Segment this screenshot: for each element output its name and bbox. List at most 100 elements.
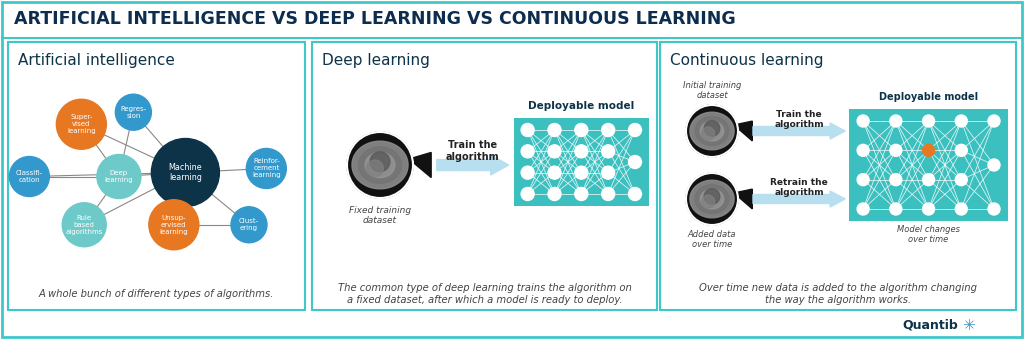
Polygon shape	[690, 112, 734, 150]
Circle shape	[988, 115, 1000, 127]
Circle shape	[890, 115, 902, 127]
Circle shape	[602, 166, 614, 179]
Circle shape	[521, 187, 535, 200]
Text: Machine
learning: Machine learning	[169, 163, 202, 182]
Circle shape	[574, 166, 588, 179]
Text: Model changes
over time: Model changes over time	[897, 225, 961, 244]
Circle shape	[923, 144, 935, 156]
FancyBboxPatch shape	[312, 42, 657, 310]
Polygon shape	[358, 147, 401, 183]
Circle shape	[548, 166, 561, 179]
Circle shape	[574, 145, 588, 158]
Circle shape	[890, 174, 902, 186]
Text: Classifi-
cation: Classifi- cation	[15, 170, 43, 183]
Circle shape	[602, 187, 614, 200]
Circle shape	[574, 187, 588, 200]
Text: Initial training
dataset: Initial training dataset	[683, 81, 741, 100]
Polygon shape	[352, 141, 408, 189]
Circle shape	[701, 127, 715, 140]
Circle shape	[705, 188, 720, 204]
Text: ARTIFICIAL INTELLIGENCE VS DEEP LEARNING VS CONTINUOUS LEARNING: ARTIFICIAL INTELLIGENCE VS DEEP LEARNING…	[14, 10, 736, 28]
Circle shape	[955, 203, 968, 215]
Circle shape	[890, 144, 902, 156]
Circle shape	[923, 115, 935, 127]
Circle shape	[857, 174, 869, 186]
Circle shape	[629, 123, 641, 137]
Text: Over time new data is added to the algorithm changing
the way the algorithm work: Over time new data is added to the algor…	[699, 283, 977, 305]
Text: Added data
over time: Added data over time	[688, 230, 736, 250]
Text: ✳: ✳	[962, 318, 975, 333]
Circle shape	[955, 144, 968, 156]
Circle shape	[521, 166, 535, 179]
Text: Rule
based
algorithms: Rule based algorithms	[66, 215, 103, 235]
Circle shape	[988, 203, 1000, 215]
Polygon shape	[700, 189, 724, 209]
Circle shape	[923, 203, 935, 215]
Text: Quantib: Quantib	[902, 319, 958, 332]
Circle shape	[686, 105, 738, 157]
Circle shape	[890, 203, 902, 215]
Circle shape	[521, 145, 535, 158]
FancyBboxPatch shape	[8, 42, 305, 310]
Circle shape	[574, 123, 588, 137]
Circle shape	[857, 203, 869, 215]
Circle shape	[548, 187, 561, 200]
Circle shape	[705, 121, 720, 136]
Text: Deep
learning: Deep learning	[104, 170, 133, 183]
Polygon shape	[700, 121, 724, 141]
Text: Reinfor-
cement
learning: Reinfor- cement learning	[252, 158, 281, 178]
Polygon shape	[753, 191, 845, 207]
Circle shape	[629, 187, 641, 200]
Text: A whole bunch of different types of algorithms.: A whole bunch of different types of algo…	[39, 289, 274, 299]
Text: Continuous learning: Continuous learning	[670, 53, 823, 67]
FancyBboxPatch shape	[660, 42, 1016, 310]
Polygon shape	[366, 152, 395, 178]
Circle shape	[701, 195, 715, 208]
Polygon shape	[437, 155, 509, 175]
Text: Clust-
ering: Clust- ering	[239, 218, 259, 231]
Polygon shape	[753, 123, 845, 139]
Circle shape	[602, 123, 614, 137]
Text: Unsup-
ervised
learning: Unsup- ervised learning	[160, 215, 188, 235]
Circle shape	[231, 207, 267, 243]
Polygon shape	[409, 153, 431, 178]
Text: Train the
algorithm: Train the algorithm	[774, 109, 824, 129]
Text: Deployable model: Deployable model	[528, 101, 635, 111]
Circle shape	[629, 156, 641, 168]
Circle shape	[97, 155, 141, 199]
Circle shape	[955, 174, 968, 186]
Polygon shape	[734, 189, 753, 209]
Circle shape	[148, 200, 199, 250]
FancyBboxPatch shape	[514, 118, 649, 206]
Text: Super-
vised
learning: Super- vised learning	[67, 114, 95, 134]
FancyBboxPatch shape	[849, 109, 1008, 221]
Circle shape	[347, 132, 413, 198]
Text: Deployable model: Deployable model	[879, 92, 978, 102]
Circle shape	[857, 115, 869, 127]
Circle shape	[56, 99, 106, 149]
Polygon shape	[690, 180, 734, 218]
Circle shape	[548, 123, 561, 137]
Text: The common type of deep learning trains the algorithm on
a fixed dataset, after : The common type of deep learning trains …	[338, 283, 632, 305]
Circle shape	[988, 159, 1000, 171]
Text: Deep learning: Deep learning	[322, 53, 430, 67]
Circle shape	[548, 145, 561, 158]
Circle shape	[955, 115, 968, 127]
Text: Fixed training
dataset: Fixed training dataset	[349, 206, 411, 225]
Text: Regres-
sion: Regres- sion	[120, 106, 146, 119]
Circle shape	[116, 94, 152, 130]
Circle shape	[9, 157, 49, 197]
Circle shape	[247, 148, 287, 188]
Circle shape	[62, 203, 106, 247]
Circle shape	[370, 152, 390, 172]
Circle shape	[602, 145, 614, 158]
Text: Artificial intelligence: Artificial intelligence	[18, 53, 175, 67]
Circle shape	[686, 173, 738, 225]
Circle shape	[857, 144, 869, 156]
Circle shape	[367, 160, 383, 177]
Text: Retrain the
algorithm: Retrain the algorithm	[770, 178, 828, 197]
FancyBboxPatch shape	[2, 2, 1022, 40]
Polygon shape	[734, 121, 753, 141]
Polygon shape	[695, 185, 729, 213]
Circle shape	[521, 123, 535, 137]
